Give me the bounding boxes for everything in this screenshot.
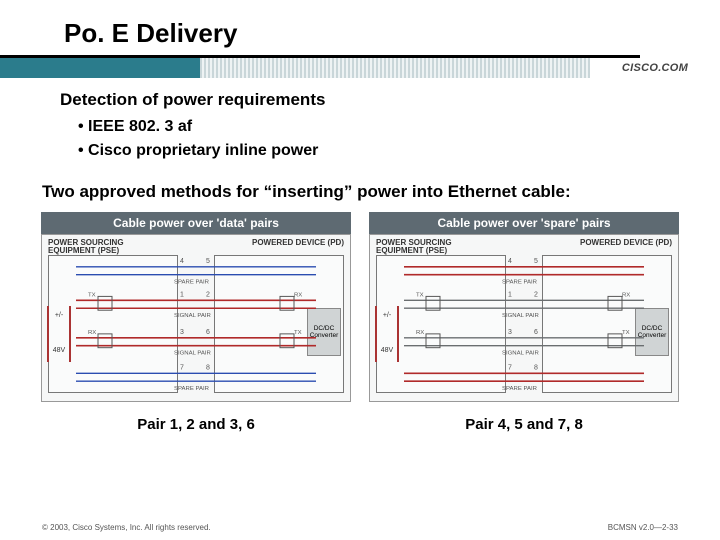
svg-text:RX: RX [88,330,96,336]
diag2-wires: 4 5 SPARE PAIR 1 2 SIGNAL PAIR TX RX [374,253,674,397]
diag1-caption: Pair 1, 2 and 3, 6 [41,416,351,433]
svg-text:8: 8 [206,364,210,371]
svg-text:6: 6 [206,329,210,336]
svg-text:1: 1 [180,291,184,298]
diag2-body: POWER SOURCING EQUIPMENT (PSE) +/- 48V P… [369,234,679,402]
svg-text:2: 2 [534,291,538,298]
diag2-caption: Pair 4, 5 and 7, 8 [369,416,679,433]
svg-text:RX: RX [622,292,630,298]
diag1-title: Cable power over 'data' pairs [41,212,351,234]
diag2-title: Cable power over 'spare' pairs [369,212,679,234]
slide-title: Po. E Delivery [0,0,640,58]
svg-text:RX: RX [416,330,424,336]
svg-text:SIGNAL PAIR: SIGNAL PAIR [502,351,540,357]
svg-text:2: 2 [206,291,210,298]
svg-text:TX: TX [88,292,96,298]
svg-text:SPARE PAIR: SPARE PAIR [174,280,210,286]
svg-text:1: 1 [508,291,512,298]
svg-text:5: 5 [534,258,538,265]
footer: © 2003, Cisco Systems, Inc. All rights r… [42,523,678,532]
diag1-wires: 4 5 SPARE PAIR 1 2 SIGNAL PAIR TX RX [46,253,346,397]
svg-text:3: 3 [180,329,184,336]
svg-text:5: 5 [206,258,210,265]
svg-text:4: 4 [180,258,184,265]
diagram-spare-pairs: Cable power over 'spare' pairs POWER SOU… [369,212,679,433]
svg-text:SIGNAL PAIR: SIGNAL PAIR [174,313,212,319]
diag1-pd-label: POWERED DEVICE (PD) [204,239,344,247]
svg-text:7: 7 [508,364,512,371]
diagram-data-pairs: Cable power over 'data' pairs POWER SOUR… [41,212,351,433]
svg-text:TX: TX [294,330,302,336]
bullet-cisco: Cisco proprietary inline power [78,142,678,160]
bullet-ieee: IEEE 802. 3 af [78,118,678,136]
svg-text:SPARE PAIR: SPARE PAIR [174,386,210,392]
diagram-row: Cable power over 'data' pairs POWER SOUR… [0,212,720,433]
footer-slide-id: BCMSN v2.0—2-33 [608,523,678,532]
svg-text:3: 3 [508,329,512,336]
bullet-list: IEEE 802. 3 af Cisco proprietary inline … [60,118,678,160]
cisco-logo-text: CISCO.COM [622,62,688,74]
detection-heading: Detection of power requirements [60,90,678,110]
content-block: Detection of power requirements IEEE 802… [0,58,720,202]
svg-text:RX: RX [294,292,302,298]
svg-text:8: 8 [534,364,538,371]
divider-hatch [200,58,590,78]
divider-teal [0,58,200,78]
svg-text:SIGNAL PAIR: SIGNAL PAIR [502,313,540,319]
svg-text:TX: TX [416,292,424,298]
svg-text:SIGNAL PAIR: SIGNAL PAIR [174,351,212,357]
svg-text:4: 4 [508,258,512,265]
divider-band: CISCO.COM [0,58,720,78]
svg-text:6: 6 [534,329,538,336]
diag1-body: POWER SOURCING EQUIPMENT (PSE) +/- 48V P… [41,234,351,402]
methods-heading: Two approved methods for “inserting” pow… [42,182,678,202]
svg-text:TX: TX [622,330,630,336]
diag2-pd-label: POWERED DEVICE (PD) [532,239,672,247]
svg-text:SPARE PAIR: SPARE PAIR [502,280,538,286]
svg-text:7: 7 [180,364,184,371]
logo-area: CISCO.COM [590,58,720,78]
svg-text:SPARE PAIR: SPARE PAIR [502,386,538,392]
footer-copyright: © 2003, Cisco Systems, Inc. All rights r… [42,523,211,532]
